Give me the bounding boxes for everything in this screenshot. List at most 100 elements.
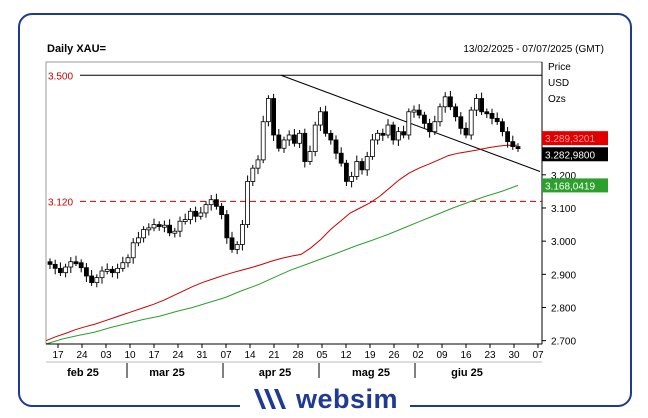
x-tick-label: 26 — [388, 350, 400, 361]
candle — [297, 130, 303, 148]
candle — [271, 93, 277, 141]
x-tick-label: 09 — [436, 350, 448, 361]
month-label: mag 25 — [352, 367, 390, 379]
candle — [281, 136, 287, 153]
candle — [203, 201, 209, 218]
axis-header-unit: Ozs — [548, 94, 566, 105]
y-tick-label: 3.000 — [551, 237, 576, 248]
candle — [499, 118, 505, 137]
candle — [84, 263, 89, 282]
candle — [135, 231, 141, 247]
x-tick-label: 17 — [52, 350, 64, 361]
y-tick-label: 2.800 — [551, 304, 576, 315]
x-tick-label: 24 — [76, 350, 88, 361]
candle — [208, 195, 214, 211]
x-tick-label: 28 — [292, 350, 304, 361]
candle — [151, 218, 157, 232]
price-tag-label-0: 3.289,3201 — [545, 134, 595, 145]
candle — [245, 175, 251, 228]
candle — [437, 103, 443, 127]
candle — [213, 193, 219, 210]
candle — [349, 171, 355, 188]
x-tick-label: 30 — [508, 350, 520, 361]
candle — [125, 254, 131, 268]
x-tick-label: 24 — [172, 350, 184, 361]
candle — [52, 259, 58, 275]
candle — [489, 108, 495, 125]
candle — [89, 270, 94, 286]
candle — [416, 104, 422, 119]
candle — [250, 164, 256, 187]
x-tick-label: 03 — [100, 350, 112, 361]
candle — [338, 147, 344, 167]
price-tag-label-1: 3.282,9800 — [545, 150, 595, 161]
candle — [167, 219, 173, 237]
x-tick-label: 12 — [340, 350, 352, 361]
candle — [99, 266, 105, 284]
y-tick-label: 2.900 — [551, 270, 576, 281]
candle — [442, 92, 448, 113]
x-tick-label: 05 — [316, 350, 328, 361]
candle — [473, 93, 479, 117]
candle — [177, 216, 183, 238]
candle — [364, 151, 370, 176]
candle — [130, 238, 136, 264]
candle — [421, 111, 427, 129]
candle — [182, 213, 188, 225]
candle — [68, 257, 74, 274]
candle — [484, 108, 490, 119]
chart-frame — [18, 13, 632, 407]
candle — [198, 206, 204, 220]
axis-header-price: Price — [548, 62, 571, 73]
candle — [411, 105, 417, 118]
candle — [120, 256, 126, 272]
level-label-1: 3.120 — [48, 197, 73, 208]
y-tick-label: 3.100 — [551, 204, 576, 215]
candle — [73, 255, 79, 267]
candle — [260, 115, 266, 164]
candle — [63, 263, 68, 278]
candle — [255, 155, 261, 175]
candle — [432, 115, 438, 135]
candle — [505, 127, 511, 148]
x-tick-label: 19 — [364, 350, 376, 361]
candle — [447, 90, 453, 111]
candle — [494, 112, 500, 126]
candle — [453, 103, 459, 122]
websim-logo-text: websim — [295, 383, 399, 414]
candle — [468, 106, 474, 140]
candle — [375, 130, 381, 145]
candle — [328, 130, 334, 145]
candle — [291, 129, 297, 147]
candle — [187, 207, 193, 225]
websim-logo-icon — [253, 389, 286, 409]
candle — [369, 133, 375, 160]
candle — [359, 158, 365, 175]
x-tick-label: 14 — [244, 350, 256, 361]
candle — [343, 159, 349, 187]
x-tick-label: 17 — [148, 350, 160, 361]
level-label-0: 3.500 — [48, 71, 73, 82]
candle — [110, 266, 115, 278]
candle — [354, 155, 360, 180]
candle — [239, 219, 245, 251]
candle — [463, 122, 469, 139]
candle — [427, 118, 433, 138]
candle — [104, 263, 110, 275]
x-tick-label: 16 — [460, 350, 472, 361]
y-tick-label: 3.200 — [551, 171, 576, 182]
candle — [385, 119, 391, 139]
x-tick-label: 02 — [412, 350, 424, 361]
candle — [193, 206, 199, 223]
x-tick-label: 07 — [220, 350, 232, 361]
candle — [307, 145, 313, 165]
candle — [317, 107, 323, 132]
x-tick-label: 10 — [124, 350, 136, 361]
price-tag-0: 3.289,3201 — [542, 131, 608, 146]
y-tick-label: 2.700 — [551, 337, 576, 348]
candle — [265, 95, 271, 127]
axis-header-currency: USD — [548, 78, 569, 89]
x-tick-label: 07 — [532, 350, 544, 361]
candle — [312, 121, 318, 157]
price-tag-label-2: 3.168,0419 — [545, 181, 595, 192]
